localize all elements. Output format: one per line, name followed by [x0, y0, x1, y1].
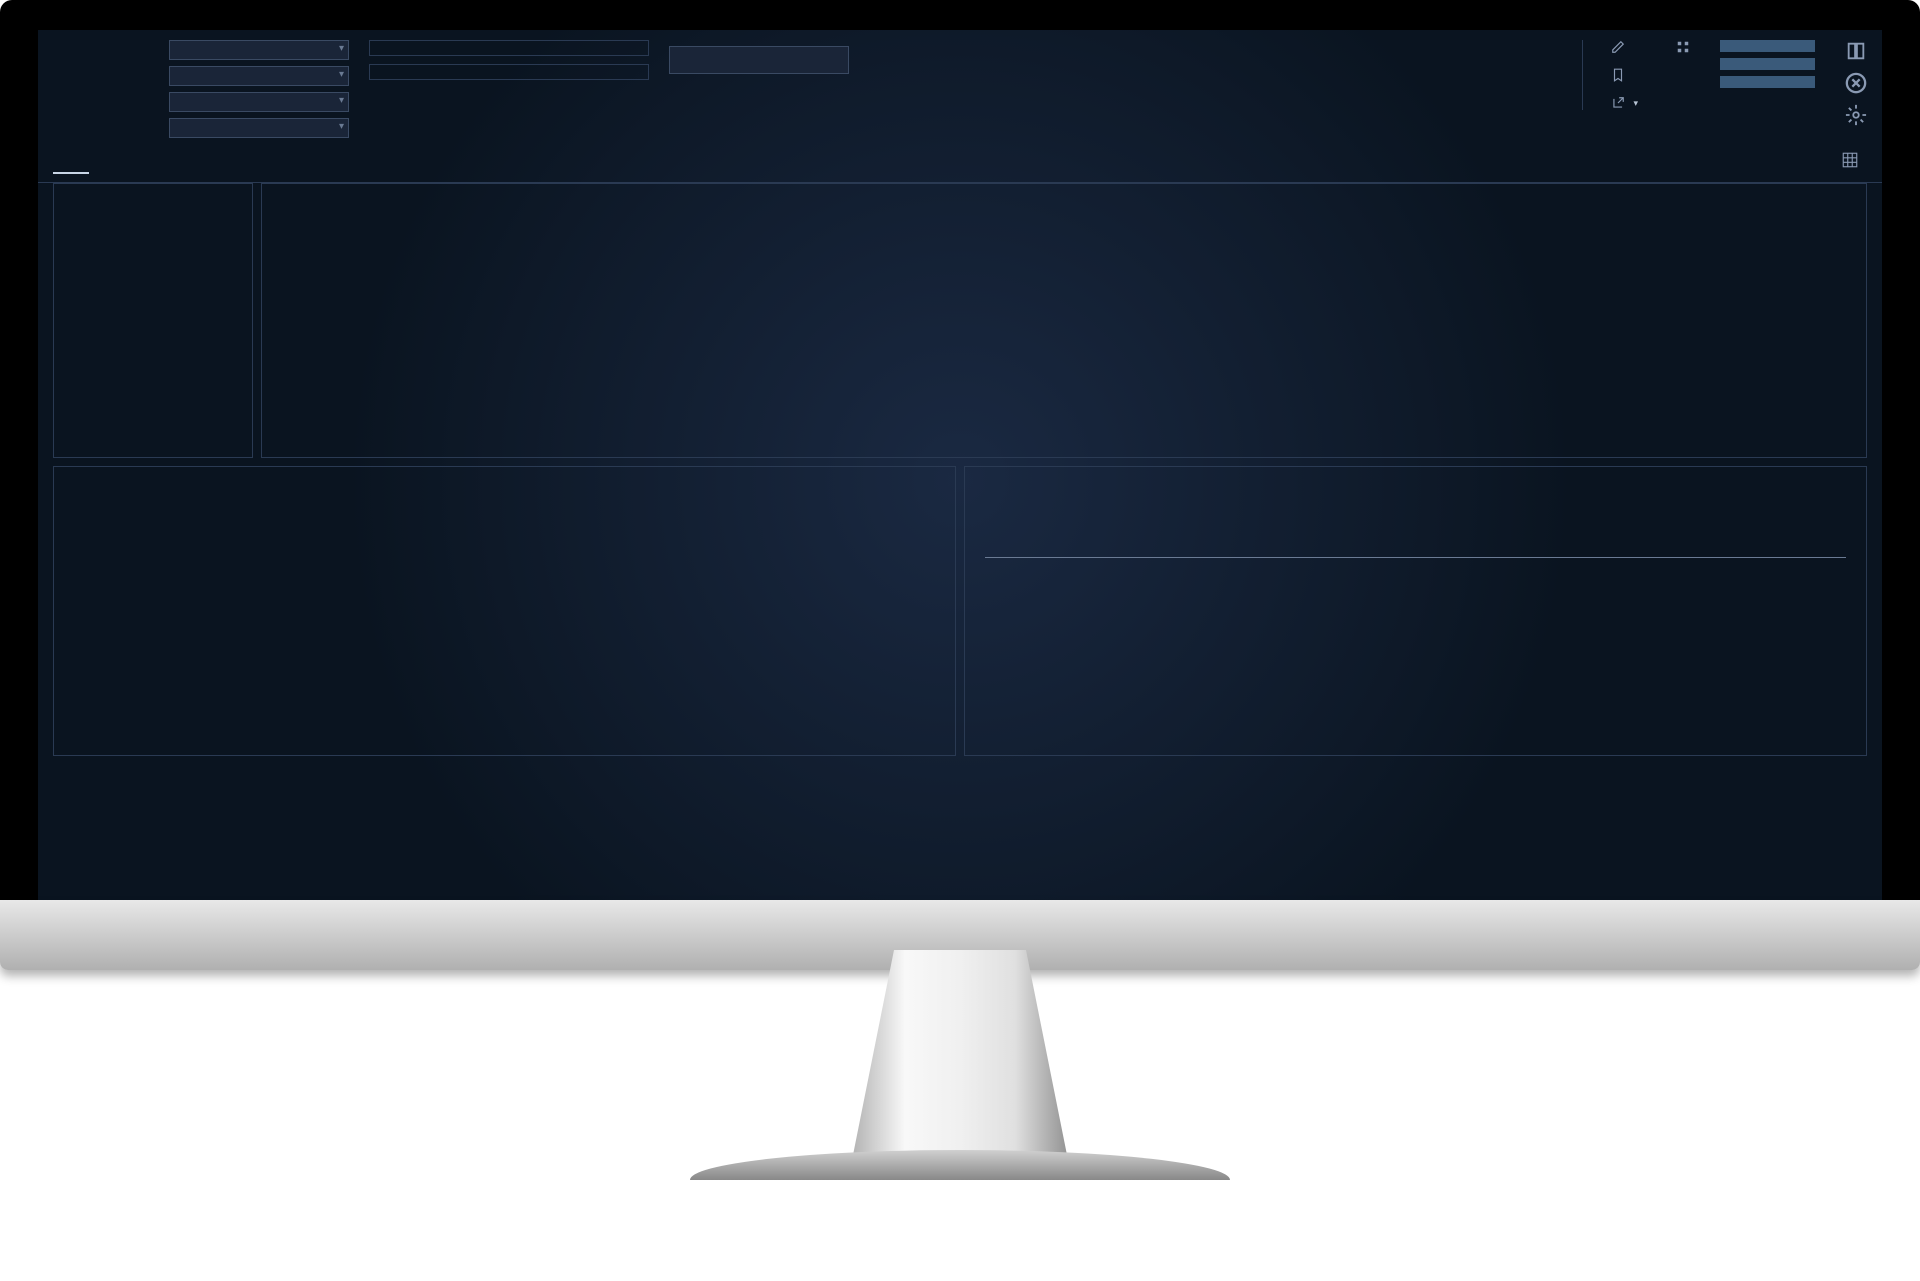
tab-bar: [38, 143, 1882, 183]
export-button[interactable]: ▾: [1603, 96, 1638, 110]
pencil-icon: [1611, 40, 1625, 54]
gear-icon[interactable]: [1845, 104, 1867, 126]
publish-button[interactable]: [1720, 58, 1815, 70]
close-icon[interactable]: [1845, 72, 1867, 94]
account-group-sidebar: [53, 183, 253, 458]
bookmarks-button[interactable]: [1603, 68, 1638, 82]
time-input[interactable]: [669, 46, 849, 74]
bookmark-icon: [1611, 68, 1625, 82]
app-screen: ▾: [38, 30, 1882, 930]
currency-dropdown[interactable]: [169, 92, 349, 112]
yellow-bar-chart: [964, 466, 1867, 756]
grid-view-button[interactable]: [1833, 143, 1867, 182]
interco-dropdown[interactable]: [169, 118, 349, 138]
grid-icon: [1841, 151, 1859, 169]
book-icon[interactable]: [1845, 40, 1867, 62]
entity-dropdown[interactable]: [169, 66, 349, 86]
display-dropdown[interactable]: [169, 40, 349, 60]
blue-bar-chart: [53, 466, 956, 756]
settings-button[interactable]: [1668, 40, 1690, 54]
revert-button[interactable]: [1720, 76, 1815, 88]
main-area-chart: [261, 183, 1867, 458]
gear-grid-icon: [1676, 40, 1690, 54]
category-filter: [369, 40, 649, 56]
tab-balance-sheet[interactable]: [53, 152, 89, 174]
data-explorer-button[interactable]: [1720, 40, 1815, 52]
toolbar: ▾: [38, 30, 1882, 143]
input-off-toggle[interactable]: [1603, 40, 1638, 54]
flow-filter: [369, 64, 649, 80]
monitor-stand-neck: [850, 950, 1070, 1170]
export-icon: [1611, 96, 1625, 110]
monitor-stand-base: [690, 1150, 1230, 1180]
tab-profit-loss[interactable]: [89, 153, 125, 173]
